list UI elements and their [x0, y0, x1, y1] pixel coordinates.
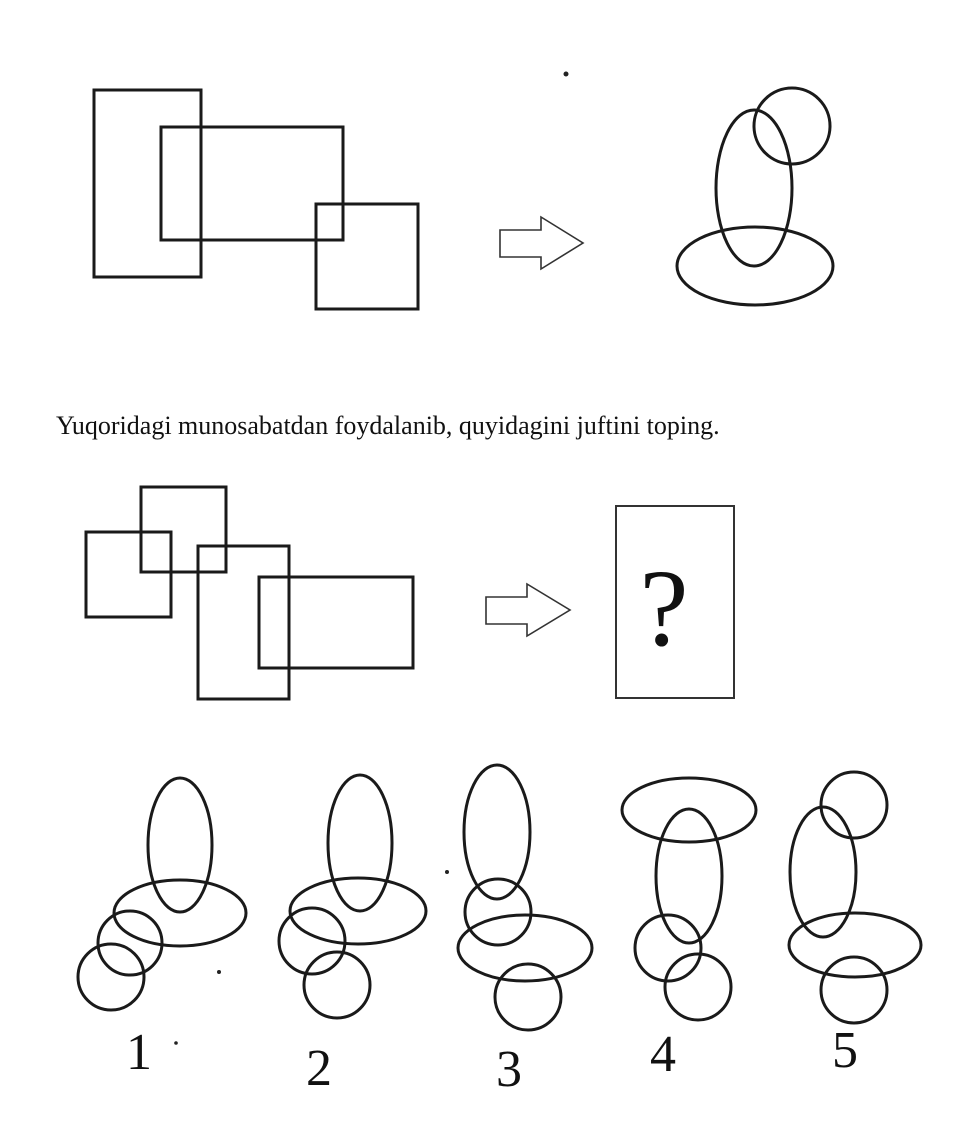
question-mark: ? [640, 547, 689, 669]
example-tall-rectangle [92, 88, 203, 279]
option-5-circle-lower [819, 955, 889, 1025]
query-arrow-icon [485, 582, 572, 638]
option-5-circle-upper [819, 770, 889, 840]
option-5-label: 5 [832, 1022, 858, 1079]
query-square-top [139, 485, 228, 574]
option-3-wide-ellipse [456, 913, 594, 983]
example-wide-rectangle [159, 125, 345, 242]
query-tall-rectangle [196, 544, 291, 701]
option-1-label: 1 [126, 1024, 152, 1081]
query-source-figure [84, 485, 415, 701]
option-5-wide-ellipse [787, 911, 923, 979]
example-result-figure [675, 86, 835, 307]
option-3-label: 3 [496, 1041, 522, 1098]
scan-speck [563, 71, 569, 77]
option-2-wide-ellipse [288, 876, 428, 946]
option-2-tall-ellipse [326, 773, 394, 913]
option-3-tall-ellipse [462, 763, 532, 901]
option-5[interactable]: 5 [787, 770, 923, 1079]
option-4[interactable]: 4 [620, 776, 758, 1083]
answer-frame [615, 505, 735, 699]
scan-speck [174, 1041, 178, 1045]
option-2-circle-lower [302, 950, 372, 1020]
option-1-circle-upper [96, 909, 164, 977]
example-result-wide-ellipse [675, 225, 835, 307]
option-1-tall-ellipse [146, 776, 214, 914]
query-square-left [84, 530, 173, 619]
option-3-circle-lower [493, 962, 563, 1032]
option-4-circle-lower [663, 952, 733, 1022]
example-square [314, 202, 420, 311]
example-source-figure [92, 88, 420, 311]
instruction-text: Yuqoridagi munosabatdan foydalanib, quyi… [56, 411, 720, 440]
option-3[interactable]: 3 [456, 763, 594, 1098]
query-wide-rectangle [257, 575, 415, 670]
option-1[interactable]: 1 [76, 776, 248, 1081]
answer-placeholder-box: ? [615, 505, 735, 699]
option-4-label: 4 [650, 1026, 676, 1083]
option-1-wide-ellipse [112, 878, 248, 948]
option-4-circle-upper [633, 913, 703, 983]
option-3-circle-upper [463, 877, 533, 947]
option-4-wide-ellipse [620, 776, 758, 844]
example-result-tall-ellipse [714, 108, 794, 268]
example-result-circle [752, 86, 832, 166]
option-2[interactable]: 2 [277, 773, 428, 1097]
example-arrow-icon [499, 215, 585, 271]
option-2-label: 2 [306, 1040, 332, 1097]
scan-speck [217, 970, 221, 974]
scan-speck [445, 870, 449, 874]
option-4-tall-ellipse [654, 807, 724, 945]
option-5-tall-ellipse [788, 805, 858, 939]
option-1-circle-lower [76, 942, 146, 1012]
option-2-circle-left [277, 906, 347, 976]
